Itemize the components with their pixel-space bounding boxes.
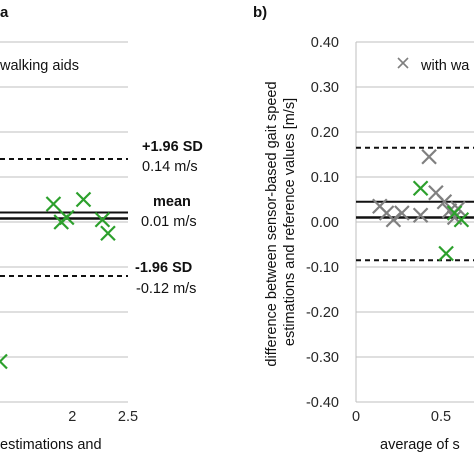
y-axis-label-line1: difference between sensor-based gait spe… — [264, 81, 280, 366]
panel-b: b) 0.40 0.30 0.20 0.10 0.00 -0.10 -0.20 -0.30 -0… — [253, 4, 474, 453]
data-point — [59, 209, 75, 226]
data-point — [45, 196, 62, 212]
panel-a: a walking aids +1.96 SD 0.14 m/s mean 0.… — [0, 4, 203, 453]
y-axis-label: difference between sensor-based gait spe… — [264, 77, 298, 366]
x-tick-label: 2 — [68, 409, 76, 425]
y-tick-label: 0.30 — [311, 80, 339, 96]
x-tick-label: 0.5 — [431, 409, 451, 425]
legend-label: with wa — [420, 58, 470, 74]
y-tick-label: 0.20 — [311, 125, 339, 141]
data-point — [94, 211, 111, 228]
lower-sd-label: -1.96 SD — [135, 260, 192, 276]
data-point — [412, 207, 429, 224]
mean-label: mean — [153, 194, 191, 210]
data-point — [394, 205, 410, 221]
y-axis-label-line2: estimations and reference values [m/s] — [282, 98, 298, 346]
x-tick-labels: 2 2.5 — [68, 409, 138, 425]
legend-marker — [397, 57, 409, 69]
y-tick-label: -0.30 — [306, 350, 339, 366]
panel-label: a — [0, 4, 9, 21]
data-point — [0, 353, 8, 370]
data-point — [438, 245, 454, 262]
data-point — [412, 180, 429, 197]
legend-box — [0, 52, 108, 78]
y-tick-label: 0.00 — [311, 215, 339, 231]
y-tick-label: -0.20 — [306, 305, 339, 321]
x-axis-label: average of s — [380, 437, 460, 453]
data-points — [372, 148, 470, 262]
grid — [355, 41, 474, 403]
y-tick-labels: 0.40 0.30 0.20 0.10 0.00 -0.10 -0.20 -0.30 -0.40 — [306, 35, 339, 411]
data-point — [385, 211, 402, 228]
mean-value: 0.01 m/s — [141, 214, 197, 230]
x-tick-label: 2.5 — [118, 409, 138, 425]
data-point — [421, 148, 437, 165]
data-points — [0, 191, 116, 370]
data-point — [453, 211, 470, 228]
x-axis-label: estimations and — [0, 437, 102, 453]
data-point — [75, 191, 92, 208]
panel-label: b) — [253, 4, 267, 21]
y-tick-label: -0.10 — [306, 260, 339, 276]
x-tick-labels: 0 0.5 — [352, 409, 451, 425]
y-tick-label: 0.10 — [311, 170, 339, 186]
y-tick-label: -0.40 — [306, 395, 339, 411]
x-tick-label: 0 — [352, 409, 360, 425]
grid — [0, 41, 128, 403]
upper-sd-label: +1.96 SD — [142, 139, 203, 155]
y-tick-label: 0.40 — [311, 35, 339, 51]
upper-sd-value: 0.14 m/s — [142, 159, 198, 175]
legend-label: walking aids — [0, 58, 79, 74]
lower-sd-value: -0.12 m/s — [136, 281, 196, 297]
data-point — [100, 225, 116, 242]
